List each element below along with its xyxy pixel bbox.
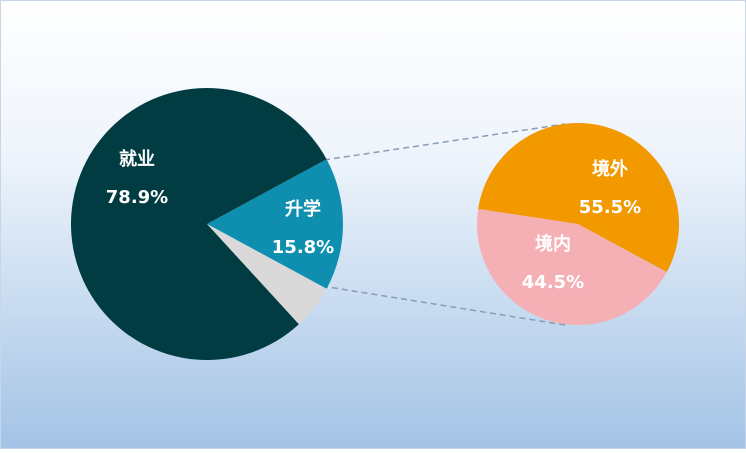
pie-slice [207, 159, 343, 289]
value-label: 44.5% [522, 272, 584, 293]
slice-label: 升学 [285, 198, 321, 220]
value-label: 55.5% [579, 197, 641, 218]
plot: 升学 15.8% 就业 78.9% 境内 44.5% 境外 55.5% [71, 88, 679, 360]
connector [323, 123, 566, 161]
slice-label: 境内 [535, 233, 571, 255]
slice-label: 就业 [119, 148, 155, 170]
value-label: 78.9% [106, 187, 168, 208]
value-label: 15.8% [272, 237, 334, 258]
connector [321, 285, 566, 326]
pie-slice [477, 208, 667, 325]
pie-slice [478, 122, 679, 273]
pie-slice [71, 88, 327, 360]
pie-slice [207, 224, 327, 325]
slice-label: 境外 [592, 158, 628, 180]
